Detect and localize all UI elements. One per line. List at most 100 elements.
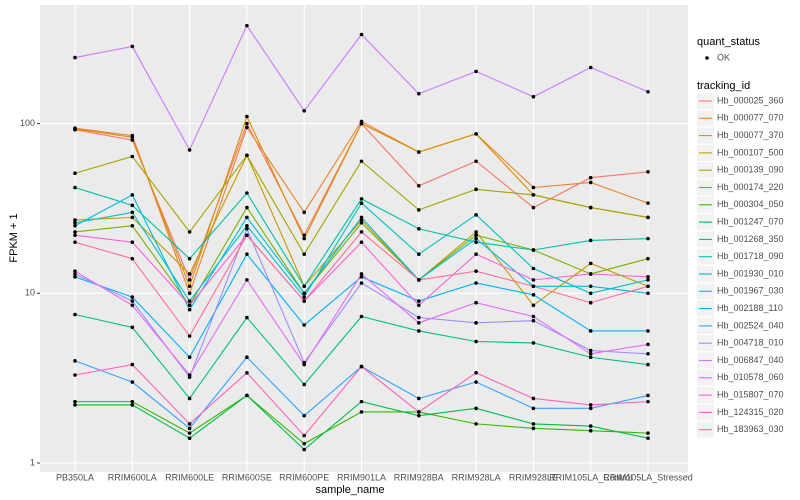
data-point	[588, 291, 593, 296]
data-point	[646, 278, 650, 282]
data-point	[302, 236, 307, 241]
data-point	[130, 240, 135, 245]
legend-label: Hb_001268_350	[717, 234, 784, 244]
data-point	[588, 352, 593, 356]
data-point	[359, 121, 364, 126]
data-point	[646, 170, 650, 174]
data-point	[359, 218, 364, 222]
data-point	[245, 226, 249, 231]
data-point	[73, 230, 77, 234]
x-tick-label: RRIM105LA_Stressed	[603, 472, 693, 482]
data-point	[588, 406, 593, 411]
data-point	[359, 215, 364, 220]
data-point	[245, 393, 249, 398]
legend-label: Hb_002188_110	[717, 303, 783, 313]
data-point	[646, 236, 650, 241]
legend-label: Hb_001930_010	[717, 268, 784, 278]
legend-label: Hb_000025_360	[717, 95, 784, 105]
x-tick-label: RRIM901LA	[337, 472, 386, 482]
data-point	[130, 325, 135, 330]
data-point	[531, 341, 536, 345]
data-point	[302, 382, 307, 387]
legend-key	[705, 56, 709, 60]
data-point	[417, 299, 421, 303]
data-point	[245, 315, 249, 320]
x-tick-label: RRIM600PE	[279, 472, 329, 482]
data-point	[245, 355, 249, 360]
data-point	[531, 303, 536, 308]
data-point	[73, 221, 77, 225]
data-point	[359, 201, 364, 205]
data-point	[130, 154, 135, 159]
data-point	[474, 321, 478, 325]
data-point	[130, 299, 135, 303]
data-point	[646, 393, 650, 398]
data-point	[187, 272, 192, 276]
data-point	[588, 180, 593, 185]
data-point	[302, 295, 307, 299]
x-tick-label: RRIM928BA	[394, 472, 444, 482]
data-point	[302, 441, 307, 446]
legend-title: quant_status	[697, 36, 760, 48]
data-point	[531, 193, 536, 197]
data-point	[474, 213, 478, 217]
legend-label: Hb_002524_040	[717, 320, 784, 330]
data-point	[130, 295, 135, 299]
legend-label: OK	[717, 52, 730, 62]
data-point	[302, 433, 307, 438]
data-point	[73, 218, 77, 222]
data-point	[417, 396, 421, 401]
data-point	[474, 240, 478, 245]
data-point	[474, 406, 478, 411]
legend-title: tracking_id	[697, 80, 750, 92]
data-point	[474, 371, 478, 375]
x-tick-label: RRIM928LE	[509, 472, 558, 482]
data-point	[130, 362, 135, 367]
data-point	[302, 284, 307, 289]
data-point	[588, 300, 593, 305]
data-point	[302, 210, 307, 215]
data-point	[417, 410, 421, 414]
data-point	[130, 210, 135, 215]
data-point	[130, 138, 135, 142]
data-point	[474, 69, 478, 74]
data-point	[187, 431, 192, 435]
data-point	[130, 403, 135, 407]
data-point	[588, 329, 593, 333]
data-point	[417, 184, 421, 188]
data-point	[359, 281, 364, 285]
data-point	[531, 248, 536, 252]
data-point	[187, 396, 192, 401]
y-axis-title: FPKM + 1	[8, 213, 20, 262]
data-point	[531, 185, 536, 190]
data-point	[646, 362, 650, 367]
legend-label: Hb_183963_030	[717, 424, 784, 434]
data-point	[359, 314, 364, 319]
data-point	[588, 348, 593, 353]
data-point	[474, 132, 478, 136]
data-point	[187, 422, 192, 426]
data-point	[417, 321, 421, 325]
data-point	[245, 371, 249, 375]
data-point	[474, 339, 478, 344]
x-tick-label: RRIM600LE	[165, 472, 214, 482]
data-point	[73, 171, 77, 176]
data-point	[531, 292, 536, 297]
legend-label: Hb_000304_050	[717, 199, 784, 209]
data-point	[588, 284, 593, 289]
data-point	[245, 114, 249, 119]
data-point	[531, 94, 536, 99]
data-point	[187, 148, 192, 152]
data-point	[474, 300, 478, 305]
data-point	[588, 261, 593, 266]
data-point	[474, 159, 478, 164]
data-point	[187, 278, 192, 282]
data-point	[187, 373, 192, 377]
data-point	[73, 240, 77, 245]
data-point	[73, 403, 77, 407]
legend-label: Hb_010578_060	[717, 372, 784, 382]
x-axis-title: sample_name	[315, 484, 384, 496]
data-point	[646, 201, 650, 205]
data-point	[531, 422, 536, 426]
data-point	[187, 291, 192, 296]
